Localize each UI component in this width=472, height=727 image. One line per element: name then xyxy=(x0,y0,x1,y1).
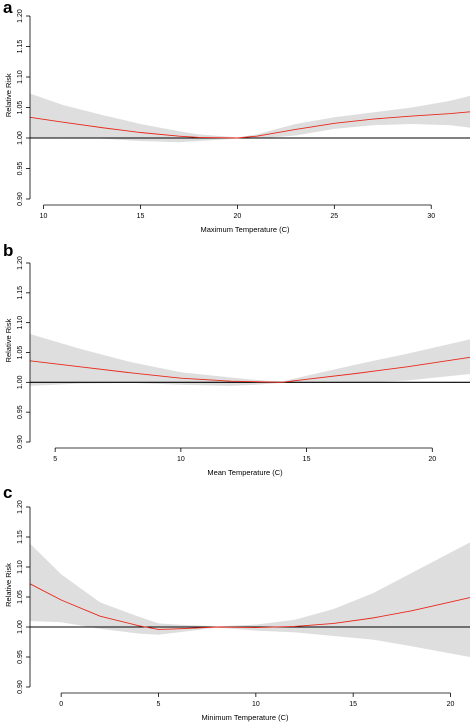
y-axis-title: Relative Risk xyxy=(4,73,13,117)
x-axis-title: Maximum Temperature (C) xyxy=(200,225,290,234)
x-tick-label: 20 xyxy=(447,701,455,708)
confidence-band xyxy=(30,334,470,386)
y-axis-title: Relative Risk xyxy=(4,563,13,607)
y-tick-label: 1.10 xyxy=(17,70,24,84)
x-tick-label: 25 xyxy=(330,213,338,220)
y-tick-label: 0.95 xyxy=(17,162,24,176)
x-tick-label: 10 xyxy=(177,456,185,463)
y-tick-label: 1.05 xyxy=(17,101,24,115)
y-tick-label: 1.15 xyxy=(17,40,24,54)
y-tick-label: 1.20 xyxy=(17,500,24,514)
x-tick-label: 20 xyxy=(428,456,436,463)
x-tick-label: 30 xyxy=(427,213,435,220)
y-tick-label: 1.10 xyxy=(17,316,24,330)
y-tick-label: 1.15 xyxy=(17,286,24,300)
x-tick-label: 5 xyxy=(53,456,57,463)
y-tick-label: 1.05 xyxy=(17,590,24,604)
confidence-band xyxy=(30,542,470,657)
x-axis-title: Minimum Temperature (C) xyxy=(202,713,289,722)
panel-a: a 0.90 0.95 1.00 1.05 1.10 1.15 1.20 Relative R… xyxy=(0,0,472,243)
y-tick-label: 1.00 xyxy=(17,131,24,145)
x-tick-label: 10 xyxy=(40,213,48,220)
panel-letter: b xyxy=(3,241,14,260)
chart-c: 0.90 0.95 1.00 1.05 1.10 1.15 1.20 Relative Ris… xyxy=(4,500,471,722)
y-tick-label: 1.20 xyxy=(17,256,24,270)
panel-c: c 0.90 0.95 1.00 1.05 1.10 1.15 1.20 Relative R… xyxy=(0,483,472,727)
relative-risk-line xyxy=(29,583,471,630)
y-tick-label: 1.20 xyxy=(17,9,24,23)
y-tick-label: 1.00 xyxy=(17,620,24,634)
relative-risk-line xyxy=(29,111,471,139)
confidence-band xyxy=(30,93,470,143)
y-tick-label: 0.90 xyxy=(17,435,24,449)
x-tick-label: 10 xyxy=(252,701,260,708)
panel-letter: a xyxy=(3,0,13,17)
x-tick-label: 0 xyxy=(59,701,63,708)
y-axis-title: Relative Risk xyxy=(4,318,13,362)
y-tick-label: 0.95 xyxy=(17,405,24,419)
x-tick-label: 15 xyxy=(137,213,145,220)
y-tick-label: 0.90 xyxy=(17,680,24,694)
x-tick-label: 20 xyxy=(234,213,242,220)
y-tick-label: 1.00 xyxy=(17,375,24,389)
chart-a: 0.90 0.95 1.00 1.05 1.10 1.15 1.20 Relative Ris… xyxy=(4,9,471,234)
y-tick-label: 1.10 xyxy=(17,560,24,574)
y-tick-label: 0.90 xyxy=(17,192,24,206)
panel-letter: c xyxy=(3,483,13,502)
y-tick-label: 1.05 xyxy=(17,346,24,360)
panel-b: b 0.90 0.95 1.00 1.05 1.10 1.15 1.20 Relative R… xyxy=(0,241,472,485)
relative-risk-line xyxy=(29,356,471,383)
y-tick-label: 0.95 xyxy=(17,650,24,664)
chart-b: 0.90 0.95 1.00 1.05 1.10 1.15 1.20 Relative Ris… xyxy=(4,256,471,477)
x-axis-title: Mean Temperature (C) xyxy=(207,468,283,477)
y-tick-label: 1.15 xyxy=(17,530,24,544)
x-tick-label: 15 xyxy=(303,456,311,463)
x-tick-label: 5 xyxy=(157,701,161,708)
x-tick-label: 15 xyxy=(349,701,357,708)
